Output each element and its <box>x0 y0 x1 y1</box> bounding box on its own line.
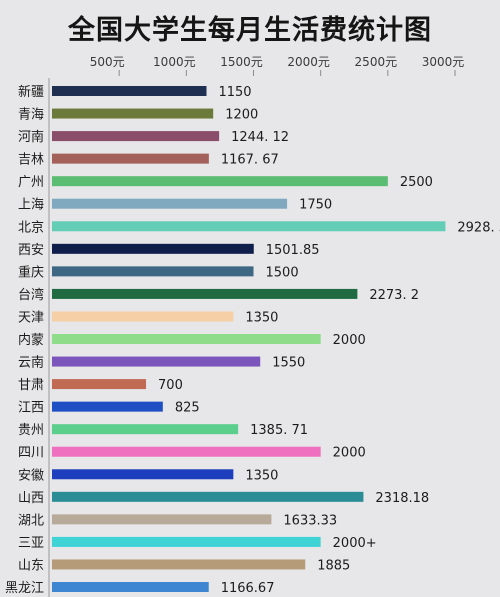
bar <box>52 446 321 457</box>
bar <box>52 176 388 187</box>
value-label: 1501.85 <box>266 243 320 258</box>
bar <box>52 356 261 367</box>
value-label: 1885 <box>317 558 350 573</box>
category-label: 安徽 <box>18 468 44 483</box>
bar <box>52 221 446 232</box>
category-label: 贵州 <box>18 423 44 438</box>
category-label: 四川 <box>18 446 44 461</box>
category-label: 广州 <box>18 175 44 190</box>
category-label: 黑龙江 <box>5 581 44 596</box>
value-label: 1244. 12 <box>231 130 289 145</box>
bar <box>52 266 254 277</box>
value-label: 1200 <box>225 108 258 123</box>
x-tick-label: 1000元 <box>153 55 196 69</box>
bar <box>52 86 207 96</box>
category-label: 重庆 <box>18 264 44 280</box>
category-label: 山西 <box>18 491 44 506</box>
category-label: 湖北 <box>18 513 44 528</box>
value-label: 1167. 67 <box>221 153 279 168</box>
bar <box>52 311 234 322</box>
value-label: 2000+ <box>333 536 377 551</box>
category-label: 山东 <box>18 558 44 573</box>
bar <box>52 491 364 502</box>
value-label: 700 <box>158 378 183 393</box>
x-tick-label: 1500元 <box>220 55 263 69</box>
bar <box>52 108 214 119</box>
category-label: 新疆 <box>18 84 44 100</box>
bar <box>52 469 234 480</box>
category-label: 西安 <box>18 243 44 258</box>
x-tick-label: 2500元 <box>355 55 398 69</box>
bar <box>52 559 306 570</box>
value-label: 1166.67 <box>221 581 275 596</box>
bar <box>52 514 272 525</box>
category-label: 云南 <box>18 355 44 371</box>
value-label: 2000 <box>333 333 366 348</box>
category-label: 北京 <box>18 220 44 235</box>
category-labels: 新疆青海河南吉林广州上海北京西安重庆台湾天津内蒙云南甘肃江西贵州四川安徽山西湖北… <box>5 84 44 596</box>
value-label: 2928. 5 <box>457 220 500 235</box>
value-labels: 1150 1200 1244. 12 1167. 67 2500 1750 2928. 5 1… <box>158 85 500 596</box>
category-label: 台湾 <box>18 287 44 303</box>
value-label: 1550 <box>272 356 305 371</box>
value-label: 1350 <box>245 468 278 483</box>
bar <box>52 401 163 412</box>
bar <box>52 153 209 164</box>
value-label: 1385. 71 <box>250 423 308 438</box>
category-label: 天津 <box>18 310 44 325</box>
bars <box>52 86 446 592</box>
category-label: 河南 <box>18 129 44 145</box>
value-label: 1500 <box>266 265 299 280</box>
category-label: 上海 <box>18 198 44 213</box>
bar <box>52 379 147 390</box>
value-label: 1350 <box>245 310 278 325</box>
x-tick-label: 3000元 <box>422 55 465 69</box>
value-label: 1750 <box>299 198 332 213</box>
value-label: 1633.33 <box>283 513 337 528</box>
category-label: 三亚 <box>18 536 44 551</box>
category-label: 青海 <box>18 108 44 123</box>
x-tick-label: 500元 <box>90 55 125 69</box>
category-label: 甘肃 <box>18 378 44 393</box>
category-label: 江西 <box>18 401 44 416</box>
bar <box>52 131 220 142</box>
category-label: 吉林 <box>18 153 44 168</box>
bar <box>52 243 254 254</box>
bar <box>52 334 321 344</box>
x-axis-ticks: 500元 1000元 1500元 2000元 2500元 3000元 <box>90 55 465 76</box>
value-label: 2273. 2 <box>369 288 419 303</box>
value-label: 2000 <box>333 446 366 461</box>
bar <box>52 536 321 547</box>
category-label: 内蒙 <box>18 332 44 348</box>
value-label: 2318.18 <box>375 491 429 506</box>
x-tick-label: 2000元 <box>287 55 330 69</box>
bar <box>52 582 209 592</box>
value-label: 825 <box>175 401 200 416</box>
value-label: 2500 <box>400 175 433 190</box>
bar <box>52 288 358 299</box>
value-label: 1150 <box>218 85 251 100</box>
chart-title: 全国大学生每月生活费统计图 <box>68 15 432 46</box>
bar <box>52 424 239 435</box>
bar <box>52 198 288 209</box>
